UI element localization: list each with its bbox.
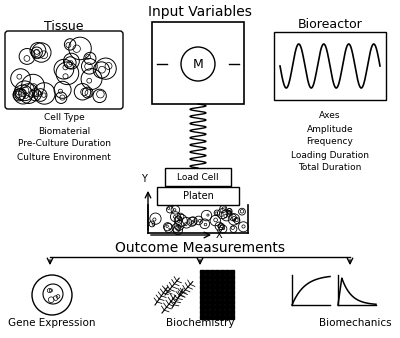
Text: Outcome Measurements: Outcome Measurements	[115, 241, 285, 255]
Bar	[157, 187, 239, 205]
Text: X: X	[216, 230, 223, 240]
Text: Axes: Axes	[319, 112, 341, 121]
Circle shape	[181, 47, 215, 81]
Text: Pre-Culture Duration: Pre-Culture Duration	[18, 140, 110, 148]
Bar	[165, 168, 231, 186]
Text: Input Variables: Input Variables	[148, 5, 252, 19]
Text: Cell Type: Cell Type	[44, 114, 84, 122]
Text: Frequency: Frequency	[306, 138, 354, 146]
Text: M: M	[193, 57, 203, 71]
Bar	[152, 22, 244, 104]
Text: Culture Environment: Culture Environment	[17, 152, 111, 162]
Text: Biomechanics: Biomechanics	[319, 318, 391, 328]
FancyBboxPatch shape	[5, 31, 123, 109]
Circle shape	[32, 275, 72, 315]
Text: Gene Expression: Gene Expression	[8, 318, 96, 328]
Text: Amplitude: Amplitude	[307, 124, 353, 134]
Text: Biochemistry: Biochemistry	[166, 318, 234, 328]
Text: Platen: Platen	[182, 191, 214, 201]
Bar	[274, 32, 386, 100]
Text: Load Cell: Load Cell	[177, 172, 219, 182]
Text: Tissue: Tissue	[44, 21, 84, 33]
Text: Loading Duration: Loading Duration	[291, 150, 369, 160]
Text: Y: Y	[141, 174, 147, 184]
Text: Bioreactor: Bioreactor	[298, 19, 362, 31]
Text: Biomaterial: Biomaterial	[38, 126, 90, 136]
Text: Total Duration: Total Duration	[298, 164, 362, 172]
